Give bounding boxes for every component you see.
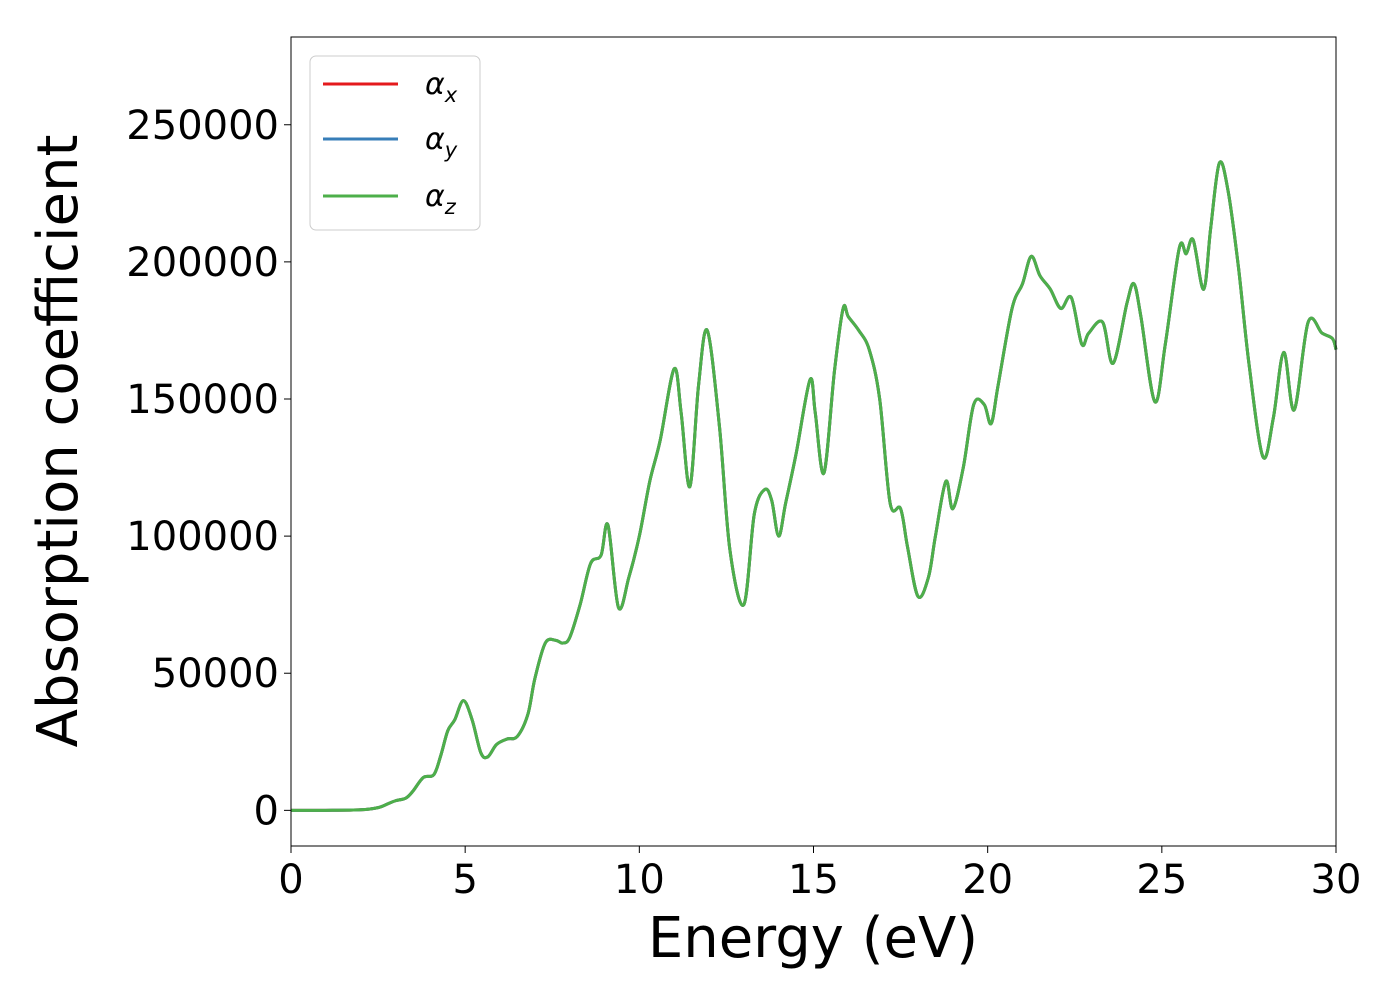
series-layer <box>290 160 1338 812</box>
x-tick-label: 5 <box>452 857 477 903</box>
y-tick-label: 0 <box>254 788 279 834</box>
y-tick-label: 150000 <box>126 377 279 423</box>
y-tick-label: 50000 <box>152 651 279 697</box>
series-line-alpha-z <box>290 160 1338 812</box>
x-tick-label: 30 <box>1311 857 1362 903</box>
y-axis: 0 50000 100000 150000 200000 250000 <box>126 103 291 834</box>
legend-label: αx <box>425 67 458 107</box>
x-tick-label: 20 <box>962 857 1013 903</box>
legend-box <box>309 55 481 231</box>
legend-entry-alpha-y: αy <box>323 122 458 162</box>
x-tick-label: 0 <box>278 857 303 903</box>
x-tick-label: 25 <box>1136 857 1187 903</box>
y-tick-label: 100000 <box>126 514 279 560</box>
y-tick-label: 200000 <box>126 240 279 286</box>
x-tick-label: 15 <box>788 857 839 903</box>
legend-label: αy <box>425 122 458 162</box>
legend-entry-alpha-z: αz <box>323 179 457 219</box>
x-tick-label: 10 <box>614 857 665 903</box>
x-axis-title: Energy (eV) <box>648 906 978 971</box>
legend: αx αy αz <box>309 55 481 231</box>
legend-entry-alpha-x: αx <box>323 67 458 107</box>
y-tick-label: 250000 <box>126 103 279 149</box>
x-axis: 0 5 10 15 20 25 30 <box>278 846 1361 903</box>
legend-label: αz <box>425 179 457 219</box>
y-axis-title: Absorption coefficient <box>26 135 91 748</box>
